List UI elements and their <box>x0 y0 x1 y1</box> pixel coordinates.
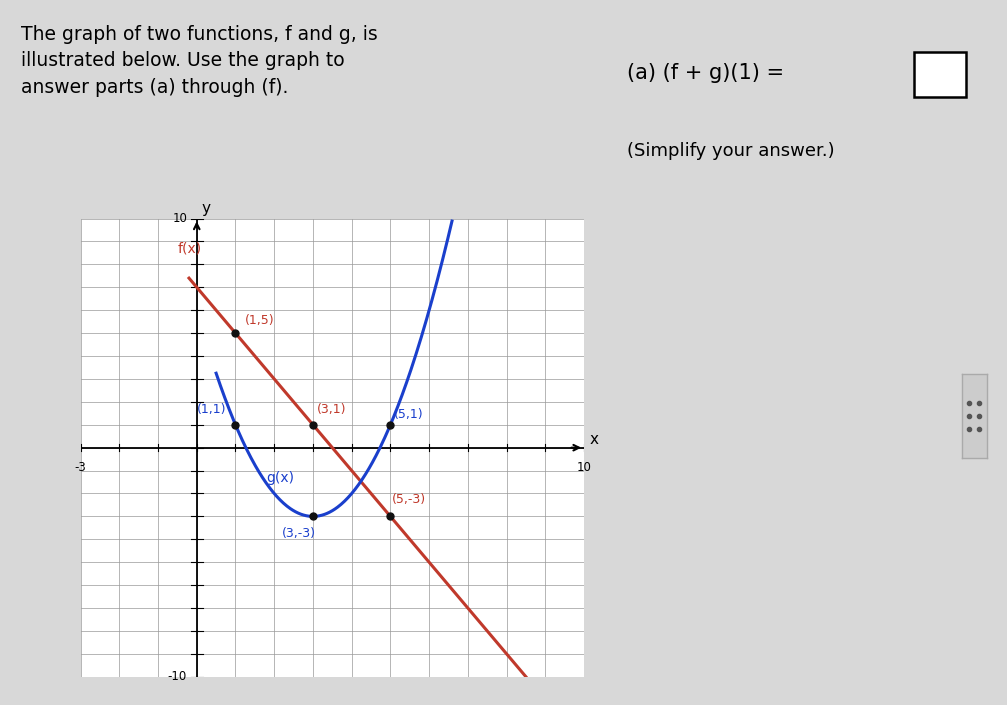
Text: The graph of two functions, f and g, is
illustrated below. Use the graph to
answ: The graph of two functions, f and g, is … <box>21 25 378 97</box>
Text: -3: -3 <box>75 461 87 474</box>
Text: g(x): g(x) <box>267 471 294 485</box>
Text: 10: 10 <box>577 461 591 474</box>
Text: (Simplify your answer.): (Simplify your answer.) <box>626 142 835 161</box>
Text: x: x <box>590 432 599 447</box>
Text: (1,5): (1,5) <box>245 314 275 327</box>
Text: f(x): f(x) <box>177 242 201 256</box>
Text: 10: 10 <box>172 212 187 225</box>
Text: y: y <box>202 201 210 216</box>
Text: (5,-3): (5,-3) <box>393 493 427 505</box>
Text: (3,1): (3,1) <box>317 403 346 417</box>
Text: -10: -10 <box>168 670 187 683</box>
Text: (5,1): (5,1) <box>395 408 424 421</box>
Text: (a) (f + g)(1) =: (a) (f + g)(1) = <box>626 63 783 83</box>
Bar <box>913 52 966 97</box>
Text: (3,-3): (3,-3) <box>282 527 316 540</box>
Text: (1,1): (1,1) <box>196 403 227 417</box>
